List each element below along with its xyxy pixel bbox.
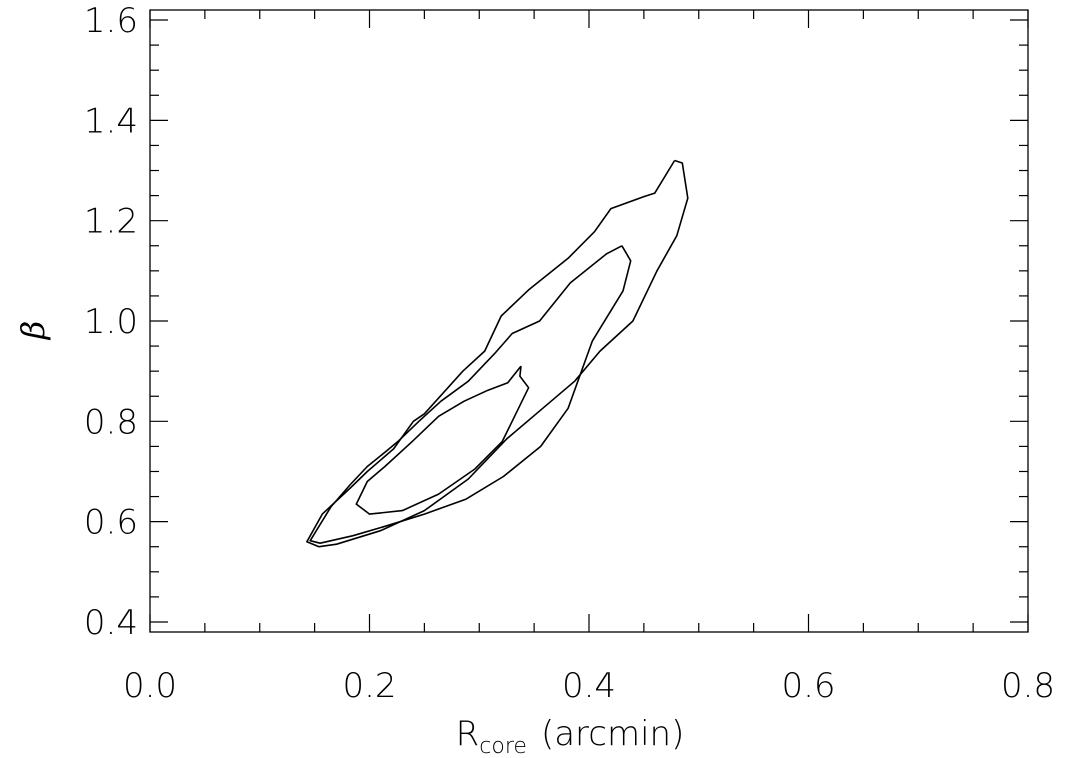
x-axis-label-subscript: core	[479, 734, 527, 758]
y-tick-label: 0.6	[84, 503, 138, 543]
x-axis-label: Rcore (arcmin)	[456, 714, 685, 758]
x-axis-label-unit: (arcmin)	[541, 714, 684, 754]
y-tick-label: 0.8	[84, 402, 138, 442]
contour-inner	[355, 365, 530, 515]
y-axis-label: β	[14, 321, 52, 341]
y-tick-labels: 0.4 0.6 0.8 1.0 1.2 1.4 1.6	[84, 1, 138, 643]
y-tick-label: 1.6	[84, 1, 138, 41]
x-tick-label: 0.2	[342, 666, 396, 706]
axis-ticks	[149, 10, 1029, 632]
y-tick-label: 0.4	[84, 603, 138, 643]
plot-frame	[149, 9, 1029, 633]
x-axis-label-main: R	[456, 714, 480, 754]
x-tick-label: 0.6	[781, 666, 835, 706]
y-tick-label: 1.4	[84, 101, 138, 141]
x-tick-label: 0.8	[1001, 666, 1055, 706]
x-tick-label: 0.0	[123, 666, 177, 706]
x-tick-label: 0.4	[562, 666, 616, 706]
contour-lines	[306, 159, 689, 548]
y-tick-label: 1.2	[84, 202, 138, 242]
contour-middle	[309, 245, 632, 545]
contour-outer	[306, 159, 689, 548]
x-tick-labels: 0.0 0.2 0.4 0.6 0.8	[123, 666, 1055, 706]
y-tick-label: 1.0	[84, 302, 138, 342]
